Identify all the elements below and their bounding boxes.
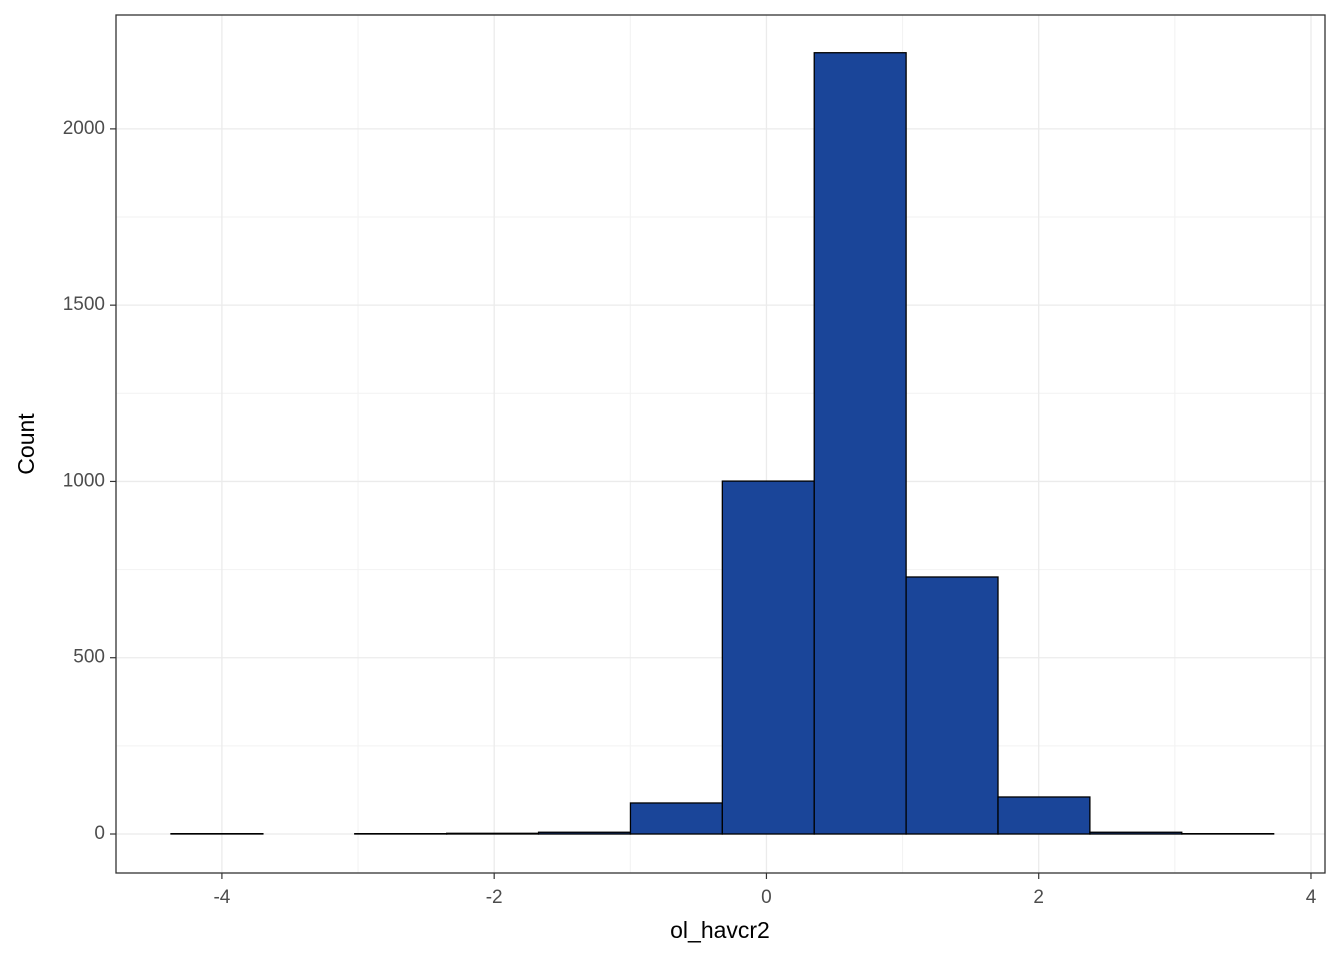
- x-tick-label: 2: [1033, 887, 1044, 908]
- y-tick-label: 500: [73, 647, 105, 668]
- y-axis-title: Count: [13, 413, 39, 475]
- bar: [813, 52, 907, 835]
- bar: [537, 831, 632, 835]
- bar: [905, 576, 999, 835]
- bar: [997, 796, 1091, 835]
- y-tick-label: 1000: [63, 470, 105, 491]
- bar: [721, 480, 815, 835]
- x-axis-title: ol_havcr2: [670, 917, 770, 943]
- x-tick-label: -2: [486, 887, 503, 908]
- bar: [1089, 831, 1183, 835]
- y-tick-label: 2000: [63, 118, 105, 139]
- bar: [446, 832, 540, 835]
- panel-border: [115, 14, 1326, 874]
- y-tick-label: 1500: [63, 294, 105, 315]
- bar: [629, 802, 723, 835]
- x-tick-label: -4: [213, 887, 230, 908]
- x-tick-label: 4: [1306, 887, 1317, 908]
- y-tick-label: 0: [94, 823, 105, 844]
- x-tick-label: 0: [761, 887, 772, 908]
